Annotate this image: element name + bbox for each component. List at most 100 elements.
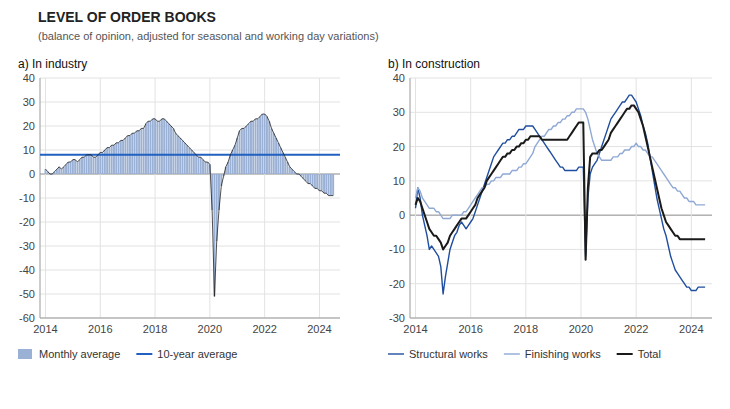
- bar: [140, 128, 142, 174]
- bar: [314, 174, 316, 188]
- x-tick-label: 2014: [33, 323, 57, 335]
- panel-title: b) In construction: [388, 57, 480, 71]
- x-tick-label: 2020: [198, 323, 222, 335]
- y-grid-line: [40, 318, 340, 319]
- bar: [172, 128, 174, 174]
- bar: [81, 157, 83, 174]
- x-tick-label: 2024: [307, 323, 331, 335]
- bar: [250, 121, 252, 174]
- y-tick-label: -10: [389, 243, 405, 255]
- bar: [70, 162, 72, 174]
- bar: [330, 174, 332, 196]
- bar: [239, 131, 241, 174]
- y-grid-line: [40, 102, 340, 103]
- bar: [268, 121, 270, 174]
- y-grid-line: [410, 146, 712, 147]
- bar: [138, 131, 140, 174]
- bar: [122, 140, 124, 174]
- bar: [67, 162, 69, 174]
- bar: [170, 126, 172, 174]
- x-axis-line: [410, 318, 712, 319]
- bar: [179, 138, 181, 174]
- figure-title: LEVEL OF ORDER BOOKS: [38, 9, 216, 25]
- x-grid-line: [636, 78, 637, 318]
- bar: [259, 116, 261, 174]
- bar: [275, 138, 277, 174]
- bar: [95, 157, 97, 174]
- bar: [316, 174, 318, 188]
- x-grid-line: [470, 78, 471, 318]
- y-tick-label: -20: [389, 278, 405, 290]
- bar: [261, 114, 263, 174]
- y-tick-label: -30: [19, 240, 35, 252]
- bar-outline-line: [45, 114, 333, 296]
- y-grid-line: [410, 112, 712, 113]
- legend-label: Finishing works: [525, 348, 601, 360]
- y-grid-line: [410, 78, 712, 79]
- bar: [186, 145, 188, 174]
- y-grid-line: [40, 126, 340, 127]
- bar: [72, 160, 74, 174]
- bar: [83, 157, 85, 174]
- x-tick-label: 2014: [403, 323, 427, 335]
- bar: [106, 148, 108, 174]
- y-axis-line: [410, 78, 411, 318]
- legend-swatch: [18, 349, 32, 359]
- bar: [115, 143, 117, 174]
- y-grid-line: [40, 246, 340, 247]
- y-grid-line: [410, 283, 712, 284]
- bar: [118, 143, 120, 174]
- x-tick-label: 2022: [252, 323, 276, 335]
- bar: [325, 174, 327, 193]
- bar: [104, 150, 106, 174]
- bar: [266, 116, 268, 174]
- y-grid-line: [410, 249, 712, 250]
- series-line: [416, 109, 706, 219]
- y-axis-line: [40, 78, 41, 318]
- bar: [90, 155, 92, 174]
- chart: b) In construction-30-20-100102030402014…: [388, 57, 712, 360]
- y-tick-label: 20: [23, 120, 35, 132]
- y-tick-label: -20: [19, 216, 35, 228]
- bar: [312, 174, 314, 186]
- y-tick-label: 0: [29, 168, 35, 180]
- bar: [147, 121, 149, 174]
- bar: [74, 160, 76, 174]
- bar: [60, 169, 62, 174]
- bar: [111, 145, 113, 174]
- bar: [277, 143, 279, 174]
- x-tick-label: 2018: [143, 323, 167, 335]
- x-tick-label: 2020: [569, 323, 593, 335]
- bar: [163, 119, 165, 174]
- bar: [234, 145, 236, 174]
- bar: [232, 150, 234, 174]
- y-tick-label: 20: [393, 141, 405, 153]
- panel-title: a) In industry: [18, 57, 87, 71]
- bar: [131, 133, 133, 174]
- y-grid-line: [40, 222, 340, 223]
- legend-swatch: [136, 353, 152, 355]
- chart: a) In industry-60-50-40-30-20-1001020304…: [18, 57, 340, 360]
- series-line: [416, 105, 706, 259]
- reference-line: [40, 154, 340, 156]
- bar: [88, 155, 90, 174]
- bar: [273, 133, 275, 174]
- bar: [154, 119, 156, 174]
- x-grid-line: [209, 78, 210, 318]
- x-grid-line: [155, 78, 156, 318]
- bar: [264, 114, 266, 174]
- bar: [248, 124, 250, 174]
- y-tick-label: -10: [19, 192, 35, 204]
- x-grid-line: [580, 78, 581, 318]
- bar: [245, 126, 247, 174]
- bar: [280, 148, 282, 174]
- x-tick-label: 2018: [514, 323, 538, 335]
- bar: [92, 157, 94, 174]
- bar: [188, 148, 190, 174]
- bar: [86, 155, 88, 174]
- bar: [284, 157, 286, 174]
- bar: [168, 124, 170, 174]
- figure: LEVEL OF ORDER BOOKS(balance of opinion,…: [0, 0, 730, 409]
- legend: Monthly average10-year average: [18, 348, 237, 360]
- x-tick-label: 2016: [88, 323, 112, 335]
